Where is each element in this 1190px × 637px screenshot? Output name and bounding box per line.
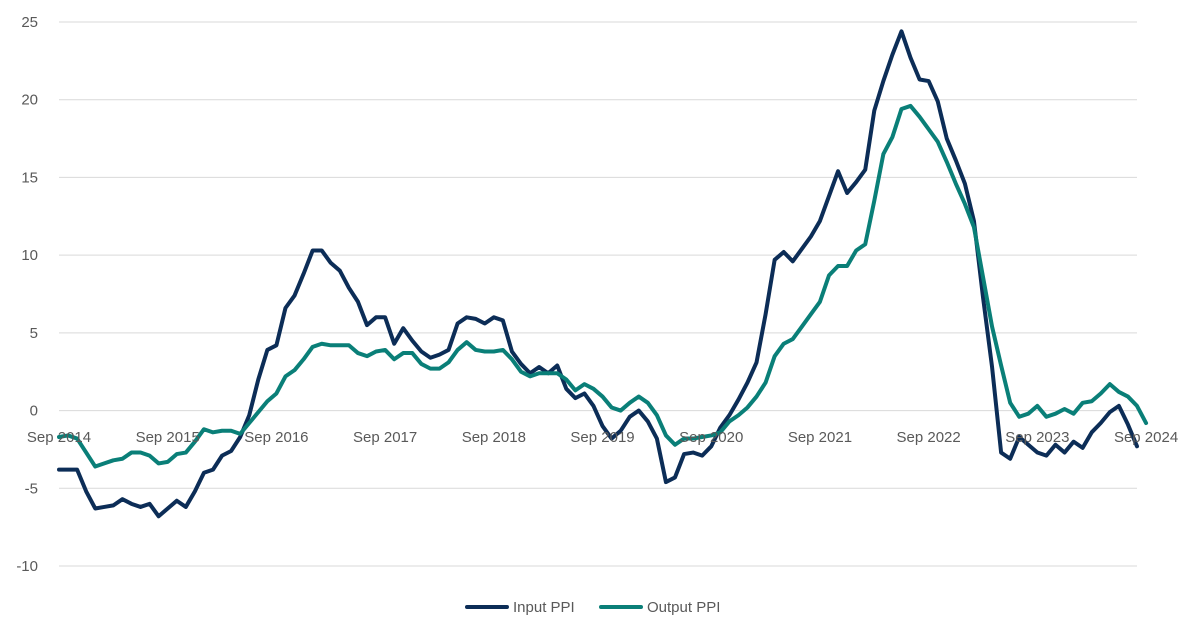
legend-label-input-ppi: Input PPI [513,599,575,616]
series-lines [57,29,1149,519]
x-tick-label: Sep 2017 [353,429,417,446]
x-tick-label: Sep 2015 [136,429,200,446]
x-tick-label: Sep 2018 [462,429,526,446]
x-tick-label: Sep 2023 [1005,429,1069,446]
x-tick-label: Sep 2021 [788,429,852,446]
y-tick-label: 25 [21,14,38,31]
x-tick-label: Sep 2024 [1114,429,1178,446]
y-tick-label: 20 [21,92,38,109]
y-tick-label: 5 [30,325,38,342]
x-tick-label: Sep 2019 [570,429,634,446]
y-tick-label: 10 [21,247,38,264]
x-tick-label: Sep 2014 [27,429,91,446]
y-tick-label: 15 [21,169,38,186]
x-tick-label: Sep 2022 [897,429,961,446]
y-tick-label: -5 [25,480,38,497]
legend: Input PPI Output PPI [465,599,720,616]
legend-label-output-ppi: Output PPI [647,599,720,616]
x-tick-label: Sep 2020 [679,429,743,446]
series-line-input-ppi [57,29,1139,519]
series-line-output-ppi [57,103,1149,469]
y-axis: -10 -5 0 5 10 15 20 25 [16,14,38,575]
x-axis: Sep 2014 Sep 2015 Sep 2016 Sep 2017 Sep 2018… [27,429,1178,446]
x-tick-label: Sep 2016 [244,429,308,446]
y-tick-label: 0 [30,403,38,420]
y-tick-label: -10 [16,558,38,575]
gridlines [59,21,1137,567]
